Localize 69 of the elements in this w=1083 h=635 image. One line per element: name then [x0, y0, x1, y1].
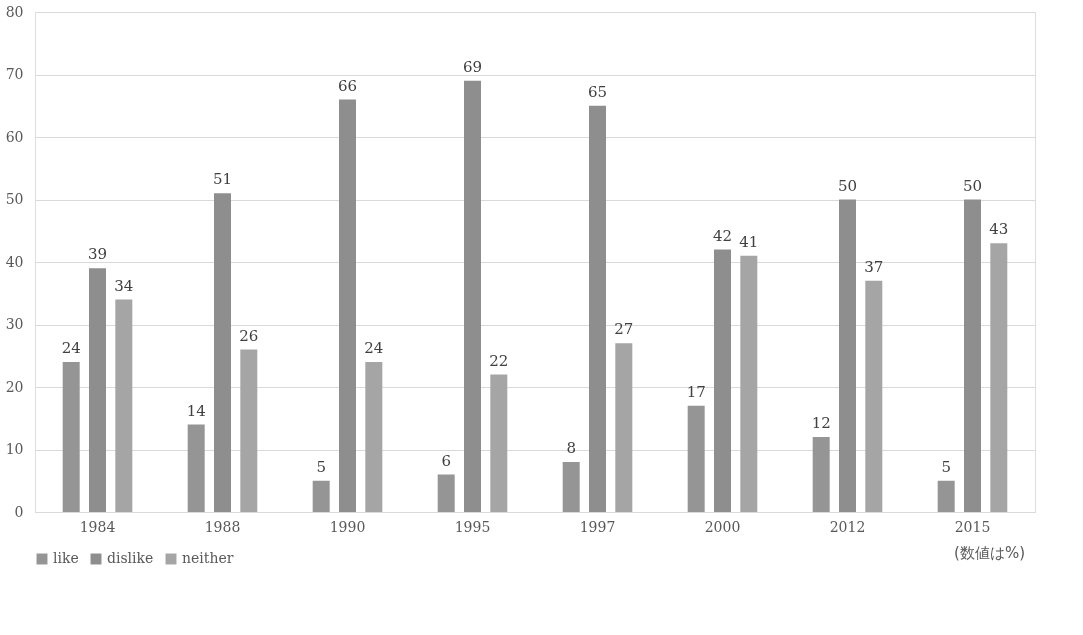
data-label: 22 — [489, 351, 509, 370]
bar — [214, 193, 231, 512]
data-label: 27 — [614, 320, 634, 339]
bar — [464, 80, 481, 512]
data-label: 50 — [837, 176, 858, 195]
data-label: 41 — [739, 232, 759, 251]
bar — [312, 480, 330, 512]
data-label: 24 — [364, 339, 384, 357]
data-label: 50 — [962, 176, 983, 195]
data-label: 17 — [686, 382, 706, 401]
data-label: 51 — [212, 170, 233, 189]
bar — [339, 99, 356, 512]
data-label: 14 — [186, 401, 206, 420]
y-tick-label: 50 — [5, 191, 24, 207]
y-tick-label: 0 — [14, 503, 24, 520]
y-tick-label: 70 — [5, 66, 24, 82]
bar — [740, 255, 758, 512]
bar — [615, 343, 633, 512]
bar — [490, 374, 508, 512]
bar — [687, 405, 705, 512]
y-tick-label: 10 — [5, 441, 24, 457]
data-label: 6 — [441, 451, 451, 470]
text: (数値は%) — [954, 544, 1025, 562]
legend-label: dislike — [107, 550, 154, 566]
bar — [714, 249, 731, 512]
data-label: 5 — [941, 457, 951, 476]
legend-label: like — [53, 550, 79, 566]
bar — [812, 437, 830, 512]
bar — [89, 268, 106, 512]
y-tick-label: 40 — [5, 253, 24, 270]
data-label: 26 — [239, 326, 259, 345]
bar — [865, 280, 883, 512]
data-label: 24 — [61, 339, 81, 357]
x-tick-label: 1990 — [329, 518, 366, 535]
bar — [964, 199, 981, 512]
legend-label: neither — [182, 550, 234, 566]
bar — [562, 462, 580, 512]
bar — [62, 362, 80, 512]
data-label: 39 — [87, 245, 108, 264]
x-tick-label: 1988 — [204, 518, 241, 535]
x-tick-label: 1995 — [454, 518, 491, 535]
x-tick-label: 2000 — [704, 518, 741, 535]
data-label: 66 — [337, 76, 358, 95]
bar — [589, 105, 606, 512]
y-tick-label: 60 — [5, 128, 24, 145]
x-tick-label: 2015 — [954, 518, 991, 535]
y-tick-label: 30 — [5, 316, 24, 332]
data-label: 69 — [462, 57, 483, 76]
bar — [365, 362, 383, 512]
x-tick-label: 1997 — [579, 518, 616, 535]
data-label: 12 — [811, 414, 831, 432]
bar — [115, 299, 133, 512]
data-label: 8 — [566, 439, 576, 457]
x-tick-label: 2012 — [829, 518, 866, 535]
bar — [437, 474, 455, 512]
data-label: 65 — [587, 82, 608, 101]
y-tick-label: 80 — [5, 3, 24, 20]
bar — [937, 480, 955, 512]
data-label: 34 — [114, 276, 134, 295]
data-label: 37 — [864, 257, 884, 276]
data-label: 42 — [712, 226, 733, 245]
data-label: 43 — [989, 220, 1009, 239]
bar — [187, 424, 205, 512]
data-label: 5 — [316, 457, 326, 476]
y-tick-label: 20 — [5, 378, 24, 395]
x-tick-label: 1984 — [79, 518, 116, 535]
bar — [839, 199, 856, 512]
bar — [990, 243, 1008, 512]
bar — [240, 349, 258, 512]
